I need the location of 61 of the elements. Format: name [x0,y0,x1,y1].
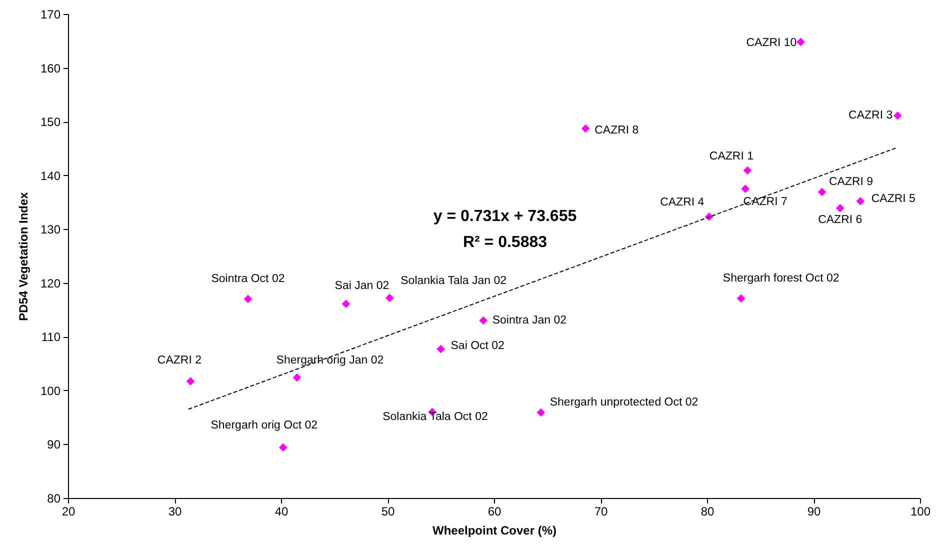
x-tick-label: 60 [488,504,502,518]
data-label: Solankia Tala Jan 02 [400,274,507,287]
data-label: CAZRI 4 [660,196,705,209]
x-tick-label: 40 [274,504,288,518]
data-label: Shergarh orig Oct 02 [210,419,318,432]
data-label: CAZRI 2 [157,354,202,366]
data-label: Sai Oct 02 [450,340,504,352]
data-label: Shergarh unprotected Oct 02 [550,396,698,408]
point [741,184,750,193]
data-label: Shergarh forest Oct 02 [722,272,840,284]
data-label: Shergarh orig Jan 02 [276,354,384,367]
y-axis-title: PD54 Vegetation Index [16,192,30,321]
y-tick-label: 80 [47,492,61,506]
x-tick-label: 90 [807,504,821,518]
data-label: CAZRI 1 [709,150,754,162]
point [186,377,195,386]
y-tick-label: 130 [40,222,61,237]
data-label: CAZRI 8 [594,124,639,137]
point [479,316,488,325]
data-label: Solankia Tala Oct 02 [382,410,488,423]
x-axis-title: Wheelpoint Cover (%) [432,524,557,538]
point [743,166,752,175]
annotation: y = 0.731x + 73.655 [433,208,577,225]
point [278,443,288,452]
x-tick-label: 20 [62,504,76,518]
point [292,373,302,382]
data-label: CAZRI 3 [848,110,893,122]
x-tick-label: 80 [700,504,714,518]
point [818,188,826,196]
data-label: Sointra Jan 02 [492,314,567,327]
point [736,294,746,303]
data-label: CAZRI 9 [828,176,874,188]
data-label: CAZRI 7 [743,196,788,208]
y-tick-label: 140 [40,168,61,183]
point [536,408,546,417]
y-tick-label: 170 [40,8,61,22]
y-tick-label: 150 [40,115,61,130]
y-tick-label: 120 [40,276,61,290]
y-tick-label: 160 [40,61,61,76]
data-label: Sointra Oct 02 [211,273,285,286]
data-label: CAZRI 6 [818,214,862,226]
point [436,344,445,354]
x-tick-label: 100 [910,504,931,518]
y-tick-label: 110 [41,330,61,344]
x-tick-label: 70 [594,504,608,518]
point [581,124,590,133]
annotation: R² = 0.5883 [462,234,548,251]
y-tick-label: 100 [40,384,61,398]
point [244,294,252,304]
point [893,111,902,120]
y-tick-label: 90 [47,438,61,452]
data-label: CAZRI 5 [871,193,916,206]
x-tick-label: 30 [168,504,182,518]
point [342,300,350,308]
point [856,196,865,206]
data-label: CAZRI 10 [746,36,797,49]
data-label: Sai Jan 02 [334,280,390,292]
point [836,204,844,212]
x-tick-label: 50 [381,504,395,518]
point [385,294,394,302]
point [796,38,805,46]
